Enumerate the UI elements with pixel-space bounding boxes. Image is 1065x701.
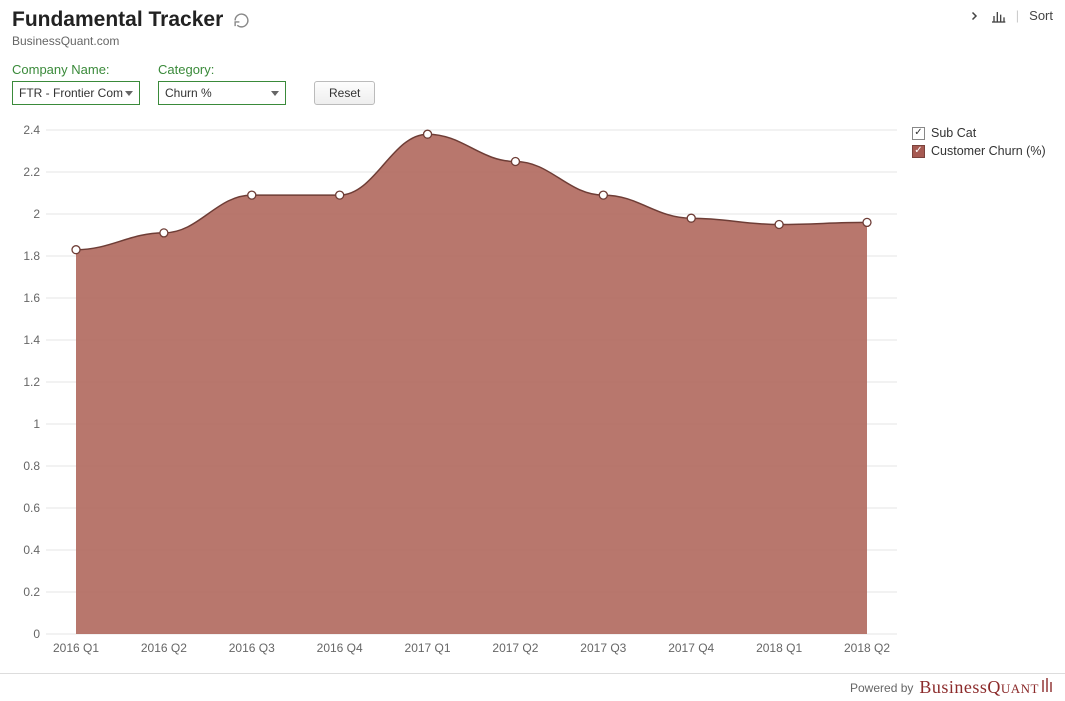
svg-text:1.2: 1.2 (23, 375, 40, 389)
brand-columns-icon (1041, 677, 1055, 693)
company-select-value: FTR - Frontier Com (19, 86, 123, 100)
refresh-icon[interactable] (233, 12, 250, 29)
header: Fundamental Tracker BusinessQuant.com | … (0, 0, 1065, 48)
company-select[interactable]: FTR - Frontier Com (12, 81, 140, 105)
legend-series-label: Customer Churn (%) (931, 144, 1046, 158)
header-actions: | Sort (968, 8, 1053, 23)
svg-text:2016 Q1: 2016 Q1 (53, 641, 99, 655)
powered-by-label: Powered by (850, 681, 913, 695)
checkbox-icon: ✓ (912, 127, 925, 140)
svg-text:0.2: 0.2 (23, 585, 40, 599)
category-select[interactable]: Churn % (158, 81, 286, 105)
title-row: Fundamental Tracker (12, 8, 250, 32)
bar-chart-icon[interactable] (990, 9, 1006, 23)
legend-subcat[interactable]: ✓ Sub Cat (912, 126, 1052, 140)
brand-part-b: Quant (987, 677, 1039, 698)
page-subtitle: BusinessQuant.com (12, 34, 250, 48)
svg-text:2017 Q4: 2017 Q4 (668, 641, 714, 655)
brand-logo: Business Quant (919, 677, 1055, 698)
category-filter-label: Category: (158, 62, 286, 77)
legend-series[interactable]: ✓ Customer Churn (%) (912, 144, 1052, 158)
divider: | (1016, 8, 1019, 23)
svg-text:2.4: 2.4 (23, 123, 40, 137)
area-chart: 0 0.2 0.4 0.6 0.8 1 1.2 1.4 1.6 1.8 2 2.2 2.4 2016 Q1… (12, 120, 907, 660)
legend-subcat-label: Sub Cat (931, 126, 976, 140)
svg-text:0.6: 0.6 (23, 501, 40, 515)
svg-text:1.6: 1.6 (23, 291, 40, 305)
svg-text:2: 2 (33, 207, 40, 221)
title-block: Fundamental Tracker BusinessQuant.com (12, 8, 250, 48)
checkbox-filled-icon: ✓ (912, 145, 925, 158)
svg-text:0: 0 (33, 627, 40, 641)
footer: Powered by Business Quant (0, 673, 1065, 701)
svg-text:0.8: 0.8 (23, 459, 40, 473)
svg-text:1.4: 1.4 (23, 333, 40, 347)
chart-area: 0 0.2 0.4 0.6 0.8 1 1.2 1.4 1.6 1.8 2 2.2 2.4 2016 Q1… (12, 120, 1052, 660)
svg-text:2017 Q2: 2017 Q2 (492, 641, 538, 655)
svg-text:1: 1 (33, 417, 40, 431)
company-filter-label: Company Name: (12, 62, 140, 77)
company-filter: Company Name: FTR - Frontier Com (12, 62, 140, 105)
svg-text:2016 Q3: 2016 Q3 (229, 641, 275, 655)
sort-button[interactable]: Sort (1029, 8, 1053, 23)
svg-text:2018 Q2: 2018 Q2 (844, 641, 890, 655)
brand-part-a: Business (919, 677, 987, 698)
svg-text:2017 Q1: 2017 Q1 (405, 641, 451, 655)
svg-text:2018 Q1: 2018 Q1 (756, 641, 802, 655)
legend: ✓ Sub Cat ✓ Customer Churn (%) (912, 126, 1052, 162)
chevron-right-icon[interactable] (968, 10, 980, 22)
svg-text:1.8: 1.8 (23, 249, 40, 263)
svg-text:2017 Q3: 2017 Q3 (580, 641, 626, 655)
svg-text:2016 Q4: 2016 Q4 (317, 641, 363, 655)
reset-button[interactable]: Reset (314, 81, 375, 105)
category-select-value: Churn % (165, 86, 212, 100)
filters: Company Name: FTR - Frontier Com Categor… (0, 48, 1065, 113)
category-filter: Category: Churn % (158, 62, 286, 105)
svg-text:0.4: 0.4 (23, 543, 40, 557)
svg-text:2016 Q2: 2016 Q2 (141, 641, 187, 655)
page-title: Fundamental Tracker (12, 8, 223, 32)
svg-text:2.2: 2.2 (23, 165, 40, 179)
